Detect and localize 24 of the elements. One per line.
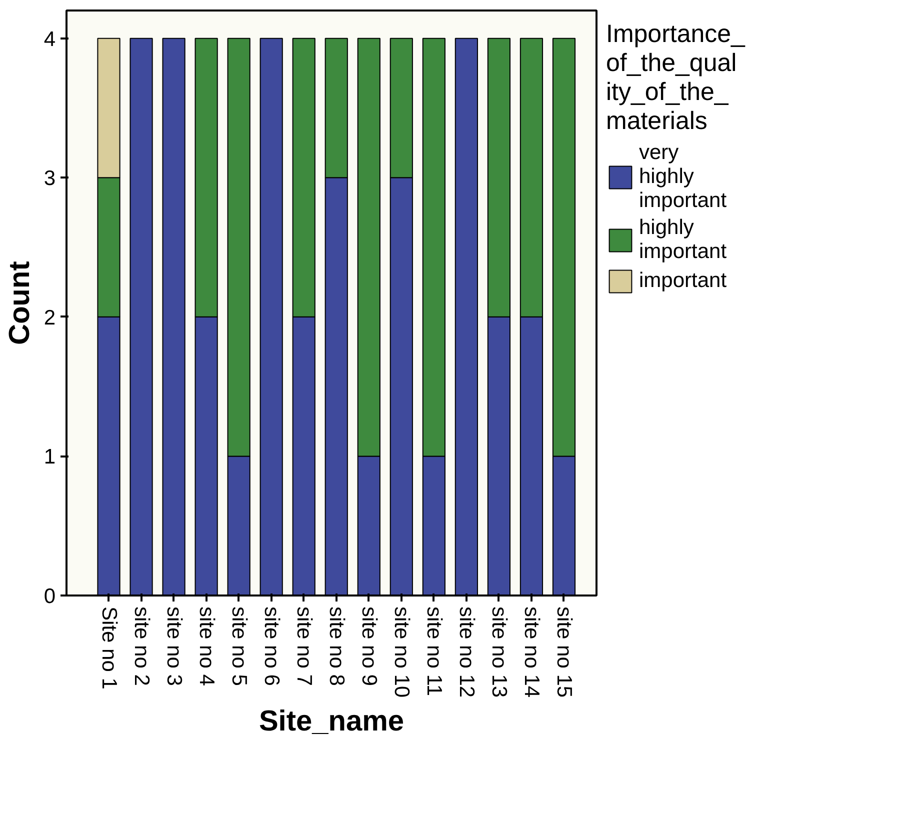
y-axis-title: Count [4,260,36,345]
x-tick-label: site no 11 [422,606,446,696]
x-tick-label: site no 5 [227,606,250,686]
x-tick-label: site no 10 [390,606,413,698]
x-tick-label: Site no 1 [97,606,120,690]
x-tick-label: site no 13 [487,606,510,698]
x-tick-label: site no 12 [454,606,478,698]
x-tick-label: site no 2 [130,606,153,686]
x-tick-label: site no 9 [357,606,380,686]
legend-label: important [639,269,727,293]
x-axis-title: Site_name [258,706,404,738]
x-tick-label: site no 15 [552,606,576,698]
y-tick-label: 1 [44,446,56,469]
x-tick-label: site no 4 [194,606,218,686]
x-tick-label: site no 7 [292,606,316,686]
y-tick-label: 2 [44,306,56,330]
y-tick-label: 3 [44,167,56,190]
x-tick-label: site no 14 [520,606,543,698]
y-tick-label: 4 [44,28,56,51]
legend-title: Importance_of_the_quality_of_the_materials [606,20,745,136]
y-tick-label: 0 [44,585,56,608]
x-tick-label: site no 6 [260,606,283,686]
x-tick-label: site no 8 [324,606,348,686]
x-tick-label: site no 3 [162,606,186,686]
